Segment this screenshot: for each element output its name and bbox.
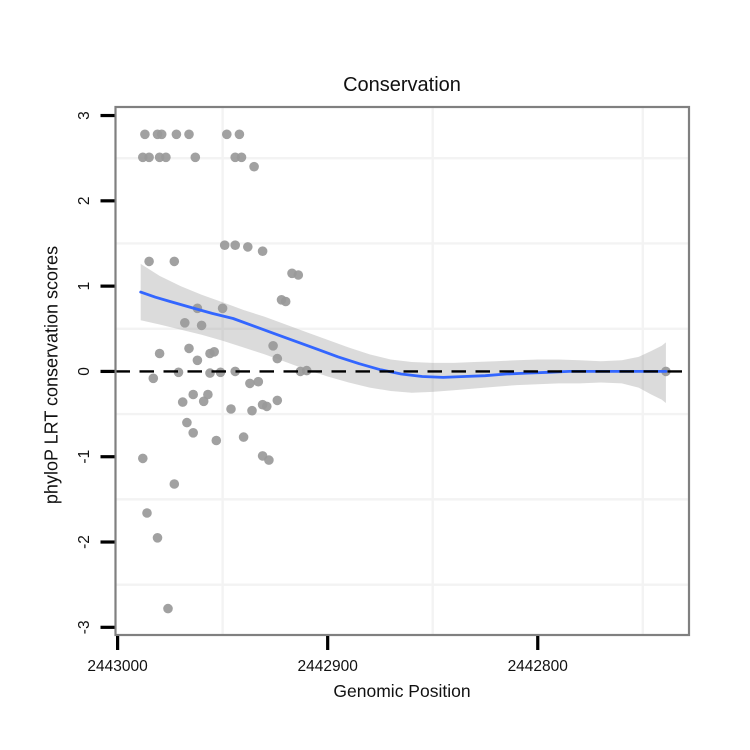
data-point xyxy=(222,129,232,140)
data-point xyxy=(171,129,182,140)
data-point xyxy=(180,318,190,328)
chart-title: Conservation xyxy=(343,74,461,96)
data-point xyxy=(184,129,194,140)
data-point xyxy=(196,320,207,331)
panel-border xyxy=(114,105,691,637)
data-point xyxy=(230,240,240,250)
data-point xyxy=(190,152,201,163)
data-point xyxy=(243,242,253,252)
data-point xyxy=(163,603,173,614)
data-point xyxy=(154,348,165,359)
data-point xyxy=(264,455,274,465)
data-point xyxy=(209,347,219,357)
data-point xyxy=(238,432,249,442)
data-point xyxy=(177,397,188,407)
data-point xyxy=(169,479,180,489)
data-point xyxy=(142,508,152,518)
data-point xyxy=(253,376,264,387)
data-point xyxy=(234,129,245,140)
data-point xyxy=(211,435,222,446)
data-point xyxy=(138,453,148,464)
data-point xyxy=(173,367,184,378)
data-point xyxy=(188,428,198,438)
data-point xyxy=(192,355,203,366)
data-point xyxy=(219,240,230,250)
data-point xyxy=(293,270,304,280)
data-point xyxy=(301,365,312,376)
data-point xyxy=(144,152,154,163)
data-point xyxy=(268,341,278,351)
data-point xyxy=(144,256,154,267)
x-tick-label: 2442800 xyxy=(508,658,569,675)
data-point xyxy=(262,401,272,412)
x-axis: 2443000 2442900 2442800 xyxy=(87,636,568,675)
data-point xyxy=(148,373,159,384)
data-point xyxy=(169,256,180,267)
confidence-band xyxy=(140,263,666,403)
data-point xyxy=(272,395,283,406)
y-tick-label: 2 xyxy=(76,196,93,205)
data-point xyxy=(152,533,163,543)
y-tick-label: 1 xyxy=(76,282,93,291)
data-point xyxy=(280,296,291,307)
y-tick-label: -3 xyxy=(76,620,93,634)
data-point xyxy=(247,405,257,416)
scatter-points xyxy=(138,129,671,614)
data-point xyxy=(257,246,268,256)
data-point xyxy=(236,152,247,163)
data-point xyxy=(230,366,240,377)
data-point xyxy=(217,303,228,314)
x-axis-title: Genomic Position xyxy=(333,681,471,701)
data-point xyxy=(245,378,255,389)
data-point xyxy=(188,389,198,400)
data-point xyxy=(156,129,167,140)
y-tick-label: -2 xyxy=(76,535,93,549)
y-axis: 3 2 1 0 -1 -2 -3 xyxy=(76,111,115,634)
data-point xyxy=(226,404,236,414)
data-point xyxy=(140,129,150,140)
y-tick-label: 3 xyxy=(76,111,93,120)
data-point xyxy=(249,161,259,172)
data-point xyxy=(203,389,213,400)
x-tick-label: 2442900 xyxy=(298,658,359,675)
y-tick-label: 0 xyxy=(76,367,93,376)
data-point xyxy=(161,152,171,163)
data-point xyxy=(205,368,215,378)
y-tick-label: -1 xyxy=(76,450,93,464)
data-point xyxy=(184,343,194,354)
data-point xyxy=(182,417,192,428)
y-axis-title: phyloP LRT conservation scores xyxy=(41,245,62,505)
x-tick-label: 2443000 xyxy=(87,658,148,675)
data-point xyxy=(272,353,283,364)
